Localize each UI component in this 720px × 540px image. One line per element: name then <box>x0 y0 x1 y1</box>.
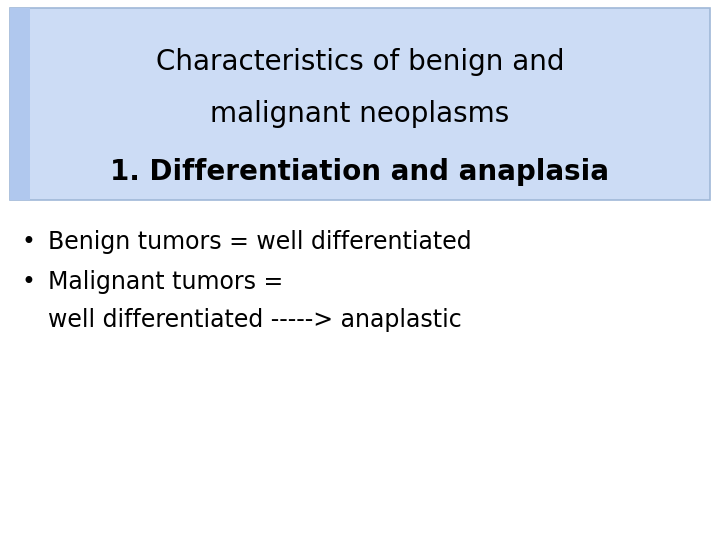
Text: 1. Differentiation and anaplasia: 1. Differentiation and anaplasia <box>110 158 610 186</box>
Text: Malignant tumors =: Malignant tumors = <box>48 270 283 294</box>
Text: •: • <box>21 270 35 294</box>
Text: malignant neoplasms: malignant neoplasms <box>210 100 510 128</box>
Text: •: • <box>21 230 35 254</box>
Bar <box>10 8 710 200</box>
Bar <box>10 8 30 200</box>
Text: Characteristics of benign and: Characteristics of benign and <box>156 48 564 76</box>
Text: well differentiated -----> anaplastic: well differentiated -----> anaplastic <box>48 308 462 332</box>
Text: Benign tumors = well differentiated: Benign tumors = well differentiated <box>48 230 472 254</box>
